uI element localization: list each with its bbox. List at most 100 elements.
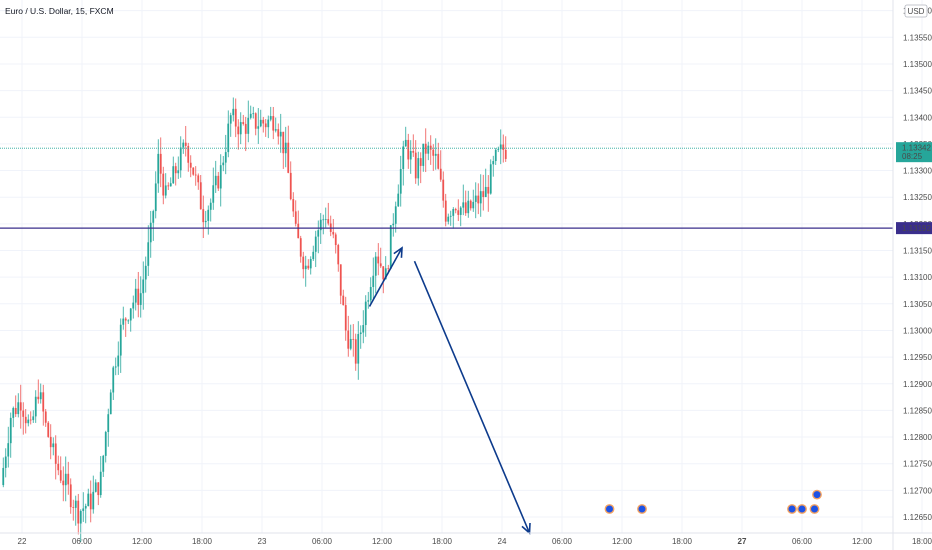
candle-body xyxy=(189,162,192,168)
candle-body xyxy=(49,436,52,448)
candle-body xyxy=(322,219,325,221)
candle-body xyxy=(222,162,225,166)
candle-body xyxy=(72,507,75,508)
candle-body xyxy=(494,149,497,162)
candle-body xyxy=(57,463,60,471)
candle-body xyxy=(169,183,172,187)
candle-body xyxy=(242,122,245,124)
x-tick-label: 27 xyxy=(738,537,747,546)
y-tick-label: 1.13550 xyxy=(903,33,932,42)
y-tick-label: 1.13250 xyxy=(903,193,932,202)
candle-body xyxy=(24,416,27,424)
currency-box[interactable] xyxy=(904,4,928,18)
candle-body xyxy=(337,245,340,265)
time-axis[interactable]: 22 06:00 12:00 18:00 23 06:00 12:00 18:00 24 06:0… xyxy=(18,537,932,546)
candle-body xyxy=(359,332,362,335)
candle-body xyxy=(259,119,262,127)
candle-body xyxy=(364,301,367,326)
candles xyxy=(2,97,507,542)
x-tick-label: 12:00 xyxy=(612,537,633,546)
candle-body xyxy=(469,200,472,209)
event-marker-icon[interactable] xyxy=(787,504,797,514)
candle-body xyxy=(372,275,375,287)
chart-title: Euro / U.S. Dollar, 15, FXCM xyxy=(5,6,114,16)
candle-body xyxy=(132,302,135,309)
candle-body xyxy=(59,470,62,481)
candle-body xyxy=(282,131,285,154)
candle-body xyxy=(474,195,477,202)
candle-body xyxy=(457,210,460,215)
candle-body xyxy=(102,455,105,472)
candle-body xyxy=(74,500,77,508)
currency-label: USD xyxy=(908,7,925,16)
candle-body xyxy=(187,145,190,163)
y-tick-label: 1.13000 xyxy=(903,326,932,335)
candle-body xyxy=(147,242,150,266)
candle-body xyxy=(314,236,317,252)
y-tick-label: 1.13400 xyxy=(903,113,932,122)
candle-body xyxy=(427,145,430,154)
arrow-annotation[interactable] xyxy=(368,247,403,307)
candle-body xyxy=(472,201,475,209)
candle-body xyxy=(389,225,392,269)
candle-body xyxy=(182,142,185,148)
candle-body xyxy=(497,149,500,150)
candle-body xyxy=(19,402,22,411)
candle-body xyxy=(139,293,142,305)
candle-body xyxy=(334,234,337,246)
candle-body xyxy=(432,149,435,156)
candle-body xyxy=(212,185,215,203)
candle-body xyxy=(12,407,15,418)
event-marker-icon[interactable] xyxy=(637,504,647,514)
candle-body xyxy=(444,200,447,222)
event-marker-icon[interactable] xyxy=(812,489,822,500)
candle-body xyxy=(309,259,312,269)
candle-body xyxy=(232,108,235,116)
candle-body xyxy=(39,392,42,400)
event-marker-icon[interactable] xyxy=(604,504,615,514)
candle-body xyxy=(489,164,492,194)
candle-body xyxy=(149,222,152,243)
event-marker-icon[interactable] xyxy=(809,504,820,514)
candle-body xyxy=(69,484,72,508)
candle-body xyxy=(67,473,70,485)
candle-body xyxy=(419,158,422,166)
candle-body xyxy=(459,207,462,215)
candle-body xyxy=(297,223,300,239)
event-marker-icon[interactable] xyxy=(797,504,807,514)
candle-body xyxy=(272,116,275,131)
grid xyxy=(0,0,923,533)
candle-body xyxy=(317,230,320,237)
candle-body xyxy=(257,126,260,129)
candle-body xyxy=(144,265,147,280)
candle-body xyxy=(499,144,502,150)
y-tick-label: 1.12850 xyxy=(903,406,932,415)
candle-body xyxy=(287,142,290,173)
candle-body xyxy=(79,510,82,524)
candle-body xyxy=(357,334,360,364)
candle-body xyxy=(394,206,397,224)
candle-body xyxy=(117,355,120,367)
candle-body xyxy=(112,367,115,393)
candle-body xyxy=(152,211,155,223)
countdown-label: 08:25 xyxy=(902,152,923,161)
candle-body xyxy=(92,491,95,510)
candle-body xyxy=(347,330,350,349)
candle-body xyxy=(484,186,487,198)
candle-body xyxy=(354,339,357,364)
price-axis[interactable]: 1.136001.135501.135001.134501.134001.133… xyxy=(896,7,932,522)
candle-body xyxy=(4,456,7,468)
x-tick-label: 18:00 xyxy=(912,537,932,546)
candle-body xyxy=(127,320,130,322)
candle-body xyxy=(172,166,175,184)
candle-body xyxy=(299,238,302,257)
candle-body xyxy=(289,172,292,200)
candle-body xyxy=(119,324,122,356)
candle-body xyxy=(384,268,387,280)
candle-body xyxy=(47,422,50,437)
candle-body xyxy=(184,142,187,146)
candle-body xyxy=(237,126,240,135)
arrow-annotation[interactable] xyxy=(413,260,531,534)
